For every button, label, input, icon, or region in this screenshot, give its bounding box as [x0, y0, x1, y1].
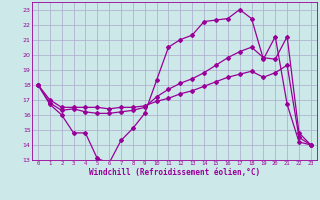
X-axis label: Windchill (Refroidissement éolien,°C): Windchill (Refroidissement éolien,°C)	[89, 168, 260, 177]
